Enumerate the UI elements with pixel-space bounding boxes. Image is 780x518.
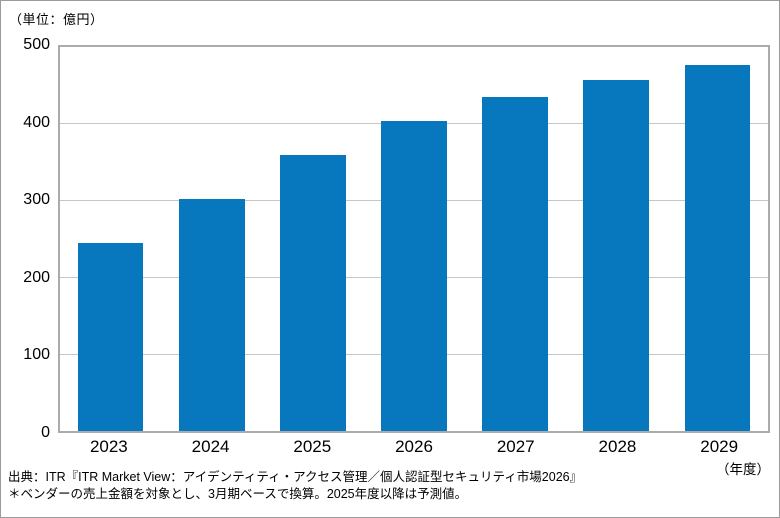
bar-2026 <box>381 120 447 431</box>
bar-slot-2029 <box>667 47 768 431</box>
bar-2029 <box>684 65 751 431</box>
x-tick-2023: 2023 <box>89 437 128 456</box>
plot-area <box>58 45 770 433</box>
bar-2023 <box>77 242 144 431</box>
y-axis-unit-label: （単位：億円） <box>9 12 104 27</box>
y-axis-labels: 0 100 200 300 400 500 <box>1 37 50 441</box>
bar-2024 <box>178 199 245 431</box>
y-tick-200: 200 <box>23 268 50 286</box>
x-tick-2028: 2028 <box>598 437 637 456</box>
footer: 出典：ITR『ITR Market View：アイデンティティ・アクセス管理／個… <box>8 469 582 503</box>
bar-2027 <box>482 96 548 431</box>
x-axis-labels: 2023 2024 2025 2026 2027 2028 2029 <box>58 438 770 456</box>
bar-slot-2026 <box>363 47 464 431</box>
x-tick-2026: 2026 <box>395 437 433 456</box>
x-axis-unit-label: （年度） <box>716 462 770 477</box>
y-tick-400: 400 <box>23 113 50 131</box>
x-tick-2024: 2024 <box>191 437 230 456</box>
bar-2028 <box>583 80 650 431</box>
x-tick-2027: 2027 <box>496 437 535 456</box>
bar-2025 <box>279 154 346 431</box>
bar-slot-2023 <box>60 47 161 431</box>
bar-slot-2024 <box>161 47 262 431</box>
bar-slot-2027 <box>465 47 566 431</box>
x-tick-2025: 2025 <box>293 437 332 456</box>
bars <box>60 47 768 431</box>
note-line: ＊ベンダーの売上金額を対象とし、3月期ベースで換算。2025年度以降は予測値。 <box>8 487 468 501</box>
source-line: 出典：ITR『ITR Market View：アイデンティティ・アクセス管理／個… <box>8 470 583 484</box>
y-tick-100: 100 <box>23 346 50 364</box>
y-tick-500: 500 <box>23 36 50 53</box>
y-tick-0: 0 <box>41 424 50 441</box>
x-tick-2029: 2029 <box>700 437 739 456</box>
y-tick-300: 300 <box>23 191 50 209</box>
bar-slot-2025 <box>262 47 363 431</box>
bar-slot-2028 <box>566 47 667 431</box>
